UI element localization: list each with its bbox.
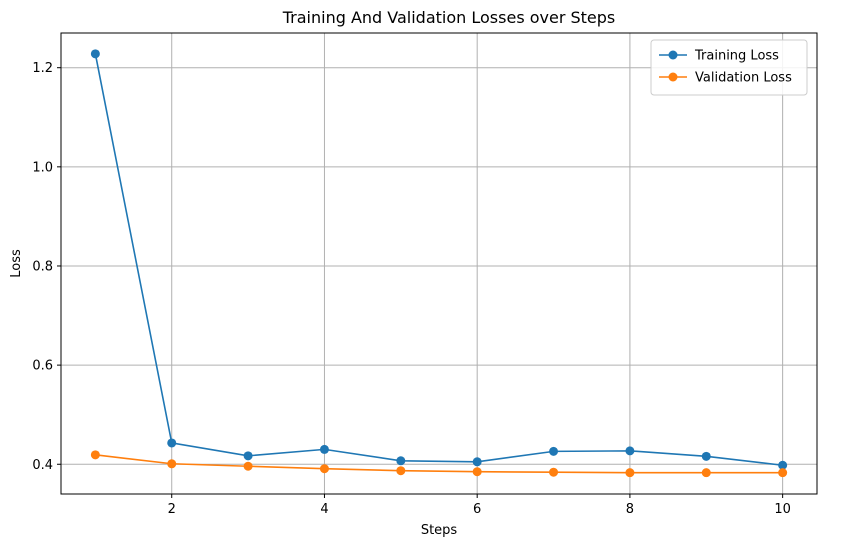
data-point <box>625 446 635 456</box>
chart-title: Training And Validation Losses over Step… <box>282 8 616 27</box>
data-point <box>243 461 253 471</box>
data-point <box>472 457 482 467</box>
data-point <box>319 464 329 474</box>
y-tick-label: 0.4 <box>32 458 53 473</box>
legend-swatch-marker <box>668 50 678 60</box>
legend-box <box>650 39 808 96</box>
series-layer <box>90 49 788 478</box>
plot-area-frame <box>60 32 818 495</box>
y-tick-label: 1.0 <box>32 160 53 175</box>
data-point <box>167 438 177 448</box>
data-point <box>701 451 711 461</box>
legend-item: Training Loss <box>659 49 779 64</box>
data-point <box>90 450 100 460</box>
y-tick-label: 0.8 <box>32 259 53 274</box>
data-point <box>243 451 253 461</box>
x-tick-label: 2 <box>168 502 176 517</box>
axis-ticks: 2 4 6 8 10 0.4 0.6 0.8 1.0 1.2 <box>32 61 791 517</box>
series-validation-loss <box>90 450 788 478</box>
x-tick-label: 6 <box>473 502 481 517</box>
data-point <box>549 467 559 477</box>
data-point <box>90 49 100 59</box>
data-point <box>396 466 406 476</box>
series-line <box>95 454 783 474</box>
series-line <box>94 53 783 467</box>
series-training-loss <box>90 49 788 470</box>
data-point <box>778 460 788 470</box>
data-point <box>319 444 329 454</box>
data-point <box>396 456 406 466</box>
x-tick-label: 8 <box>626 502 634 517</box>
data-point <box>625 468 635 478</box>
grid-lines <box>61 33 817 494</box>
x-axis-label: Steps <box>421 523 458 538</box>
data-point <box>778 468 788 478</box>
data-point <box>472 467 482 477</box>
data-point <box>549 446 559 456</box>
legend: Training Loss Validation Loss <box>650 39 808 96</box>
x-tick-label: 10 <box>774 502 791 517</box>
legend-item: Validation Loss <box>659 71 792 86</box>
x-tick-label: 4 <box>320 502 328 517</box>
y-axis-label: Loss <box>9 249 24 278</box>
legend-swatch-marker <box>668 72 678 82</box>
data-point <box>701 468 711 478</box>
y-tick-label: 0.6 <box>32 359 53 374</box>
y-tick-label: 1.2 <box>32 61 53 76</box>
legend-label: Validation Loss <box>695 71 792 86</box>
legend-label: Training Loss <box>694 49 779 64</box>
data-point <box>167 459 177 469</box>
